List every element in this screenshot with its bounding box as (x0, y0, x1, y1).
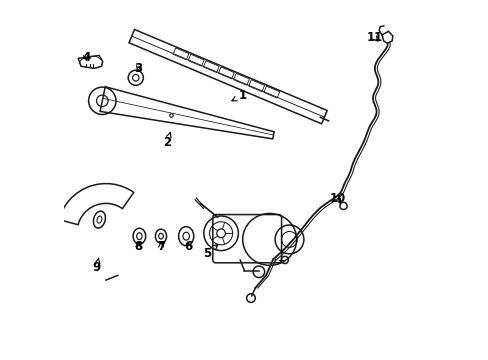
Text: 3: 3 (134, 62, 142, 75)
Text: 9: 9 (93, 258, 101, 274)
Text: 8: 8 (134, 240, 142, 253)
Text: 7: 7 (157, 240, 165, 253)
Text: 1: 1 (231, 89, 246, 102)
Text: 11: 11 (366, 31, 382, 44)
Text: 6: 6 (184, 240, 192, 253)
Text: 4: 4 (82, 51, 90, 64)
Text: 2: 2 (163, 132, 171, 149)
Text: 5: 5 (202, 244, 218, 260)
Text: 10: 10 (329, 192, 346, 205)
